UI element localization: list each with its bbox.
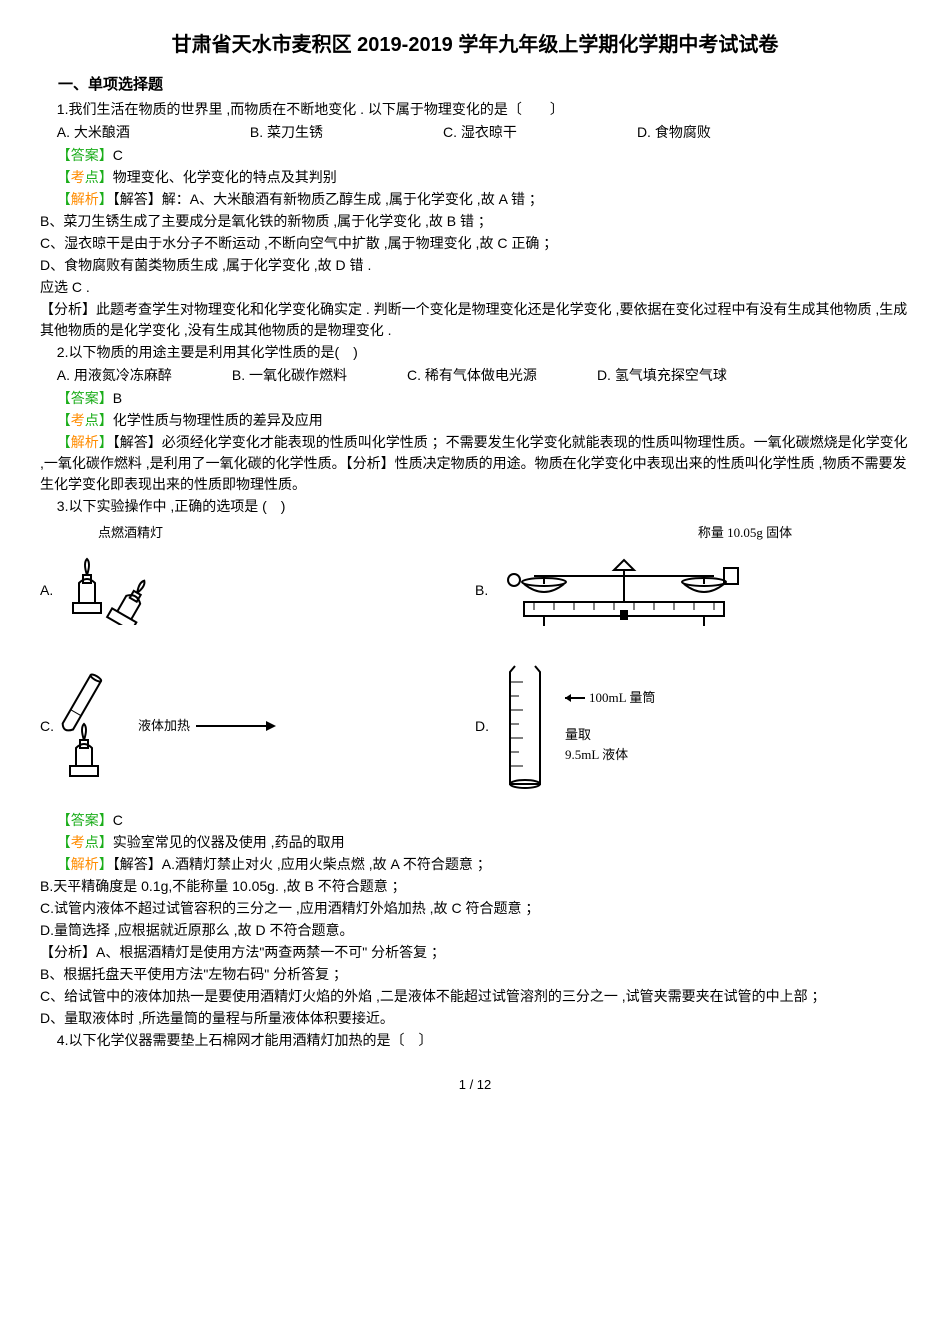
exam-label: 【考点】 xyxy=(57,169,113,185)
q2-answer-val: B xyxy=(113,390,122,406)
parse-label: 【解析】 xyxy=(57,434,113,450)
q3-stem: 3.以下实验操作中 ,正确的选项是 ( ) xyxy=(40,496,910,517)
q1-l5: 应选 C . xyxy=(40,277,910,298)
q3-d-l2: 量取 xyxy=(565,725,655,745)
page-footer: 1 / 12 xyxy=(40,1075,910,1095)
q3-l8: D、量取液体时 ,所选量筒的量程与所量液体体积要接近。 xyxy=(40,1008,910,1029)
q2-exam-val: 化学性质与物理性质的差异及应用 xyxy=(113,412,323,428)
q3-exam-val: 实验室常见的仪器及使用 ,药品的取用 xyxy=(113,834,345,850)
q1-opt-c: C. 湿衣晾干 xyxy=(443,122,517,143)
q3-answer-val: C xyxy=(113,812,123,828)
q2-opt-d: D. 氢气填充探空气球 xyxy=(597,365,727,386)
q4-stem: 4.以下化学仪器需要垫上石棉网才能用酒精灯加热的是〔 〕 xyxy=(40,1030,910,1051)
q1-answer-val: C xyxy=(113,147,123,163)
q3-cap-d: 100mL 量筒 量取 9.5mL 液体 xyxy=(565,688,655,765)
q3-d-l3: 9.5mL 液体 xyxy=(565,745,655,765)
q3-l3: C.试管内液体不超过试管容积的三分之一 ,应用酒精灯外焰加热 ,故 C 符合题意… xyxy=(40,898,910,919)
q3-l4: D.量筒选择 ,应根据就近原那么 ,故 D 不符合题意。 xyxy=(40,920,910,941)
q3-cap-b: 称量 10.05g 固体 xyxy=(580,523,910,543)
exam-label: 【考点】 xyxy=(57,834,113,850)
section-header: 一、单项选择题 xyxy=(40,74,910,97)
q3-cell-c: C. 液体加热 xyxy=(40,666,475,786)
q1-exam-val: 物理变化、化学变化的特点及其判别 xyxy=(113,169,337,185)
arrow-icon xyxy=(196,716,276,736)
page-title: 甘肃省天水市麦积区 2019-2019 学年九年级上学期化学期中考试试卷 xyxy=(40,30,910,60)
parse-label: 【解析】 xyxy=(57,856,113,872)
q2-exam: 【考点】化学性质与物理性质的差异及应用 xyxy=(40,410,910,431)
balance-icon xyxy=(494,550,754,630)
q2-options: A. 用液氮冷冻麻醉 B. 一氧化碳作燃料 C. 稀有气体做电光源 D. 氢气填… xyxy=(57,365,910,386)
pointer-icon xyxy=(565,692,589,704)
q3-parse-txt: 【解答】A.酒精灯禁止对火 ,应用火柴点燃 ,故 A 不符合题意 ； xyxy=(113,856,491,872)
parse-label: 【解析】 xyxy=(57,191,113,207)
q3-cell-d: D. 100mL 量筒 量取 9.5mL 液体 xyxy=(475,656,910,796)
q1-l3: C、湿衣晾干是由于水分子不断运动 ,不断向空气中扩散 ,属于物理变化 ,故 C … xyxy=(40,233,910,254)
q1-parse: 【解析】【解答】解：A、大米酿酒有新物质乙醇生成 ,属于化学变化 ,故 A 错 … xyxy=(40,189,910,210)
q3-l5: 【分析】A、根据酒精灯是使用方法"两查两禁一不可" 分析答复 ； xyxy=(40,942,910,963)
q2-parse-txt: 【解答】必须经化学变化才能表现的性质叫化学性质 ；不需要发生化学变化就能表现的性… xyxy=(40,434,908,492)
q3-d-l1: 100mL 量筒 xyxy=(589,688,655,708)
q1-answer: 【答案】C xyxy=(40,145,910,166)
answer-label: 【答案】 xyxy=(57,390,113,406)
q3-answer: 【答案】C xyxy=(40,810,910,831)
q3-l7: C、给试管中的液体加热一是要使用酒精灯火焰的外焰 ,二是液体不能超过试管溶剂的三… xyxy=(40,986,910,1007)
exam-label: 【考点】 xyxy=(57,412,113,428)
q3-cell-a: A. xyxy=(40,555,475,625)
q3-row-ab: A. B. xyxy=(40,550,910,630)
q2-stem: 2.以下物质的用途主要是利用其化学性质的是( ) xyxy=(40,342,910,363)
q1-opt-a: A. 大米酿酒 xyxy=(57,122,130,143)
lamp-pair-icon xyxy=(59,555,169,625)
q3-l2: B.天平精确度是 0.1g,不能称量 10.05g. ,故 B 不符合题意 ； xyxy=(40,876,910,897)
q3-d-letter: D. xyxy=(475,716,489,737)
q1-stem: 1.我们生活在物质的世界里 ,而物质在不断地变化 . 以下属于物理变化的是〔 〕 xyxy=(40,99,910,120)
q1-opt-d: D. 食物腐败 xyxy=(637,122,711,143)
q1-l4: D、食物腐败有菌类物质生成 ,属于化学变化 ,故 D 错 . xyxy=(40,255,910,276)
answer-label: 【答案】 xyxy=(57,147,113,163)
q1-opt-b: B. 菜刀生锈 xyxy=(250,122,323,143)
q1-parse-txt: 【解答】解：A、大米酿酒有新物质乙醇生成 ,属于化学变化 ,故 A 错 ； xyxy=(113,191,543,207)
q3-cap-c: 液体加热 xyxy=(138,716,190,736)
q3-l6: B、根据托盘天平使用方法"左物右码" 分析答复 ； xyxy=(40,964,910,985)
q2-opt-b: B. 一氧化碳作燃料 xyxy=(232,365,347,386)
q3-parse: 【解析】【解答】A.酒精灯禁止对火 ,应用火柴点燃 ,故 A 不符合题意 ； xyxy=(40,854,910,875)
q3-cap-a: 点燃酒精灯 xyxy=(98,523,163,543)
q3-cell-b: B. xyxy=(475,550,910,630)
q2-opt-c: C. 稀有气体做电光源 xyxy=(407,365,537,386)
q1-exam: 【考点】物理变化、化学变化的特点及其判别 xyxy=(40,167,910,188)
q1-l6: 【分析】此题考查学生对物理变化和化学变化确实定 . 判断一个变化是物理变化还是化… xyxy=(40,299,910,341)
tube-heating-icon xyxy=(60,666,130,786)
q3-exam: 【考点】实验室常见的仪器及使用 ,药品的取用 xyxy=(40,832,910,853)
q2-answer: 【答案】B xyxy=(40,388,910,409)
q2-parse: 【解析】【解答】必须经化学变化才能表现的性质叫化学性质 ；不需要发生化学变化就能… xyxy=(40,432,910,495)
q3-c-letter: C. xyxy=(40,716,54,737)
cylinder-icon xyxy=(495,656,555,796)
answer-label: 【答案】 xyxy=(57,812,113,828)
q1-l2: B、菜刀生锈生成了主要成分是氧化铁的新物质 ,属于化学变化 ,故 B 错 ； xyxy=(40,211,910,232)
q1-options: A. 大米酿酒 B. 菜刀生锈 C. 湿衣晾干 D. 食物腐败 xyxy=(57,122,910,143)
q2-opt-a: A. 用液氮冷冻麻醉 xyxy=(57,365,172,386)
q3-row-cd: C. 液体加热 D. xyxy=(40,656,910,796)
q3-b-letter: B. xyxy=(475,580,488,601)
q3-a-letter: A. xyxy=(40,580,53,601)
